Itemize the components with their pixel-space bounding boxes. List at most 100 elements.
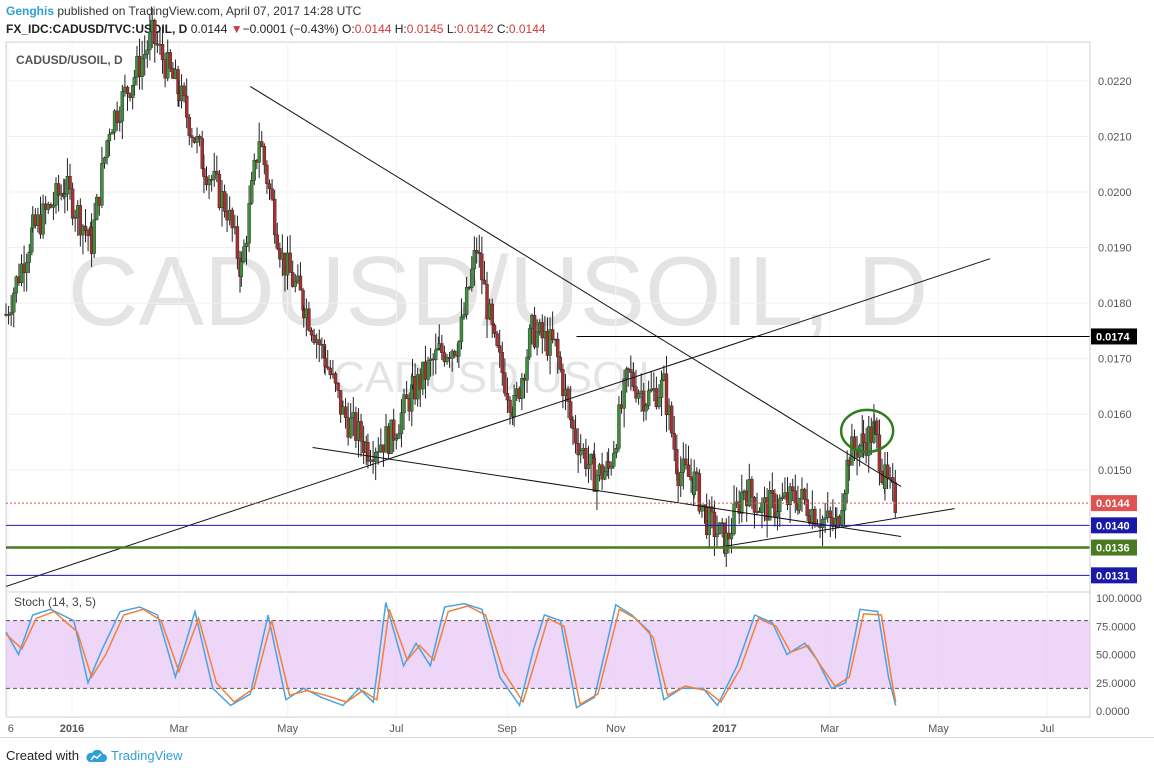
ohlc-line: FX_IDC:CADUSD/TVC:USOIL, D 0.0144 ▼−0.00… bbox=[6, 22, 546, 36]
candle-body bbox=[68, 176, 72, 190]
circle-annotation bbox=[839, 408, 895, 454]
stoch-band bbox=[6, 620, 1090, 689]
price-tag bbox=[1091, 517, 1137, 534]
candle-body bbox=[445, 357, 449, 363]
candle-body bbox=[14, 276, 19, 294]
watermark-text: CADUSD/USOIL, D bbox=[68, 236, 928, 346]
candle-body bbox=[664, 373, 669, 416]
candle-body bbox=[525, 356, 529, 381]
candle-body bbox=[115, 110, 119, 124]
tradingview-link[interactable]: TradingView bbox=[85, 748, 183, 763]
trendline bbox=[249, 86, 902, 487]
candle-body bbox=[571, 419, 575, 429]
y-tick-label: 0.0160 bbox=[1098, 409, 1132, 421]
candle-body bbox=[73, 217, 77, 219]
candle-body bbox=[880, 470, 884, 483]
footer-divider bbox=[0, 737, 1154, 738]
candle-body bbox=[217, 173, 222, 208]
price-chart[interactable]: CADUSD/USOIL, D CADUSD/USOIL 0.0220 0.0210 0… bbox=[0, 0, 1154, 740]
stoch-tick-label: 50.0000 bbox=[1096, 650, 1136, 662]
high-label: H: bbox=[394, 22, 407, 36]
candle-body bbox=[692, 471, 696, 495]
candle-body bbox=[520, 378, 524, 399]
symbol-label: FX_IDC:CADUSD/TVC:USOIL, D bbox=[6, 22, 188, 36]
candle-body bbox=[12, 292, 16, 313]
candle-body bbox=[805, 499, 809, 516]
main-pane bbox=[5, 41, 1091, 593]
candle-body bbox=[102, 157, 107, 164]
candle-body bbox=[893, 482, 898, 513]
candle-body bbox=[820, 519, 825, 529]
candle-body bbox=[497, 345, 502, 353]
candle-body bbox=[508, 399, 512, 413]
candle-body bbox=[242, 246, 246, 262]
candle-body bbox=[110, 132, 114, 135]
candle-body bbox=[470, 268, 474, 288]
price-tag-label: 0.0144 bbox=[1096, 498, 1131, 510]
candle-body bbox=[51, 204, 56, 208]
candle-body bbox=[333, 373, 338, 384]
candle-body bbox=[207, 179, 211, 186]
candle-body bbox=[120, 91, 125, 122]
main-pane-title: CADUSD/USOIL, D bbox=[16, 53, 123, 67]
candle-body bbox=[710, 506, 714, 513]
candle-body bbox=[56, 183, 61, 196]
candle-body bbox=[440, 343, 444, 353]
candle-body bbox=[252, 159, 256, 181]
candle-body bbox=[614, 448, 619, 454]
candle-body bbox=[140, 58, 144, 77]
candle-body bbox=[715, 533, 719, 538]
candle-body bbox=[861, 433, 866, 443]
candle-body bbox=[556, 338, 560, 358]
low-value: 0.0142 bbox=[456, 22, 494, 36]
candle-body bbox=[249, 180, 254, 204]
candle-body bbox=[649, 389, 653, 391]
candle-body bbox=[459, 316, 464, 342]
candle-body bbox=[19, 263, 24, 283]
candle-body bbox=[477, 252, 481, 254]
author-link[interactable]: Genghis bbox=[6, 4, 55, 18]
candle-body bbox=[485, 283, 489, 320]
candle-body bbox=[190, 135, 194, 138]
stoch-tick-label: 0.0000 bbox=[1096, 706, 1130, 718]
price-tag-label: 0.0174 bbox=[1096, 331, 1131, 343]
candle-body bbox=[275, 234, 279, 249]
candle-body bbox=[586, 463, 591, 469]
candle-body bbox=[222, 191, 227, 212]
candle-body bbox=[793, 490, 797, 504]
candle-body bbox=[606, 461, 611, 469]
candle-body bbox=[472, 250, 477, 270]
tradingview-brand: TradingView bbox=[110, 748, 183, 763]
candle-body bbox=[130, 85, 135, 99]
candle-body bbox=[247, 203, 251, 244]
stoch-d-line bbox=[5, 605, 897, 706]
stoch-tick-label: 100.0000 bbox=[1096, 593, 1142, 605]
x-tick-label: Mar bbox=[820, 723, 839, 735]
x-tick-label: Nov bbox=[606, 723, 626, 735]
candle-body bbox=[230, 209, 234, 229]
candle-body bbox=[107, 134, 112, 142]
candle-body bbox=[644, 405, 648, 412]
candle-body bbox=[145, 49, 149, 55]
candle-body bbox=[689, 476, 693, 481]
candle-body bbox=[397, 433, 401, 439]
price-tag-label: 0.0136 bbox=[1096, 543, 1130, 555]
candle-body bbox=[153, 19, 157, 45]
y-tick-label: 0.0150 bbox=[1098, 465, 1132, 477]
cloud-icon bbox=[86, 749, 107, 762]
candle-body bbox=[402, 394, 406, 414]
candle-body bbox=[535, 331, 539, 348]
stoch-title: Stoch (14, 3, 5) bbox=[14, 595, 96, 609]
candle-body bbox=[63, 193, 67, 197]
candle-body bbox=[622, 378, 626, 409]
candle-body bbox=[143, 53, 147, 59]
y-tick-label: 0.0190 bbox=[1098, 243, 1132, 255]
candle-body bbox=[464, 287, 469, 315]
candle-body bbox=[262, 146, 267, 166]
y-tick-label: 0.0220 bbox=[1098, 76, 1132, 88]
candle-body bbox=[78, 205, 83, 236]
candle-body bbox=[797, 497, 802, 511]
candle-body bbox=[83, 225, 88, 232]
candle-body bbox=[729, 533, 734, 540]
candle-body bbox=[595, 475, 599, 492]
